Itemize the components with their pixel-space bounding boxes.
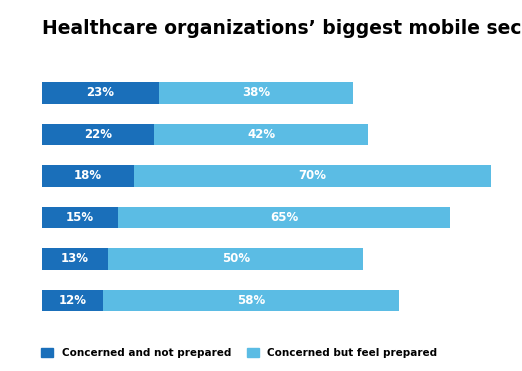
Text: 65%: 65% [270,211,299,224]
Text: 15%: 15% [66,211,94,224]
Bar [154,124,369,145]
Bar [42,290,103,311]
Bar [42,207,118,228]
Text: 70%: 70% [298,169,326,183]
Text: 18%: 18% [74,169,102,183]
Bar [42,82,159,104]
Bar [134,165,491,187]
Text: 42%: 42% [247,128,275,141]
Text: 13%: 13% [61,252,89,266]
Text: 58%: 58% [237,294,265,307]
Bar [42,248,108,270]
Bar [42,124,154,145]
Bar [108,248,363,270]
Text: 23%: 23% [87,86,114,99]
Text: 22%: 22% [84,128,112,141]
Bar [103,290,399,311]
Text: 50%: 50% [222,252,250,266]
Bar [42,165,134,187]
Bar [118,207,450,228]
Text: 12%: 12% [58,294,86,307]
Bar [159,82,353,104]
Text: Healthcare organizations’ biggest mobile security concerns: Healthcare organizations’ biggest mobile… [42,19,522,37]
Legend: Concerned and not prepared, Concerned but feel prepared: Concerned and not prepared, Concerned bu… [37,344,442,362]
Text: 38%: 38% [242,86,270,99]
